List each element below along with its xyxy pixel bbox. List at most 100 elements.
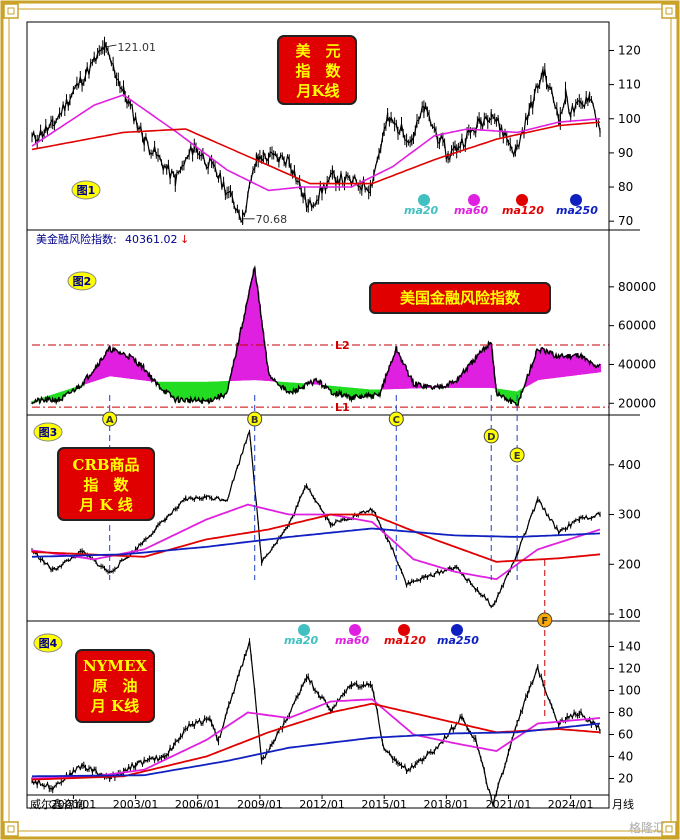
panel-title-2: 美国金融风险指数 [369, 282, 551, 314]
svg-text:指 数: 指 数 [83, 476, 129, 494]
ma20-legend-label: ma20 [284, 634, 319, 647]
y-tick-label: 20000 [618, 396, 656, 410]
oil-price-line [31, 640, 601, 806]
corner-ornament-inner [7, 825, 15, 833]
y-tick-label: 100 [618, 684, 641, 698]
ma20-legend-dot [298, 624, 310, 636]
logo: 格隆汇 [629, 820, 665, 835]
svg-text:月 K线: 月 K线 [90, 697, 139, 715]
corner-ornament [3, 821, 19, 837]
y-tick-label: 120 [618, 44, 641, 58]
legend-panel-1: ma20 ma60 ma120 ma250 [404, 194, 598, 217]
x-axis: 2000/01 2003/01 2006/01 2009/01 2012/01 2015/… [27, 794, 609, 811]
y-tick-label: 120 [618, 662, 641, 676]
risk-index-value: 40361.02 [125, 233, 178, 246]
panel-title-4: NYMEX 原 油 月 K线 [75, 649, 155, 723]
y-tick-label: 60000 [618, 319, 656, 333]
event-marker-label: B [251, 415, 259, 426]
svg-text:指 数: 指 数 [295, 62, 341, 80]
event-marker-label: F [541, 616, 548, 627]
svg-text:美国金融风险指数: 美国金融风险指数 [400, 289, 521, 307]
y-tick-label: 200 [618, 557, 641, 571]
y-axes: 70 80 90 100 110 120 20000 40000 60000 80000 100 20… [608, 26, 656, 795]
y-tick-label: 90 [618, 146, 633, 160]
y-tick-label: 60 [618, 728, 633, 742]
event-marker-label: A [106, 415, 114, 426]
event-marker-label: C [393, 415, 400, 426]
svg-text:图2: 图2 [73, 275, 92, 288]
risk-index-arrow: ↓ [180, 233, 189, 246]
crb-price-line [31, 431, 601, 608]
svg-text:格隆汇: 格隆汇 [629, 820, 665, 835]
x-tick-label: 2012/01 [299, 798, 345, 811]
ma20-legend-dot [418, 194, 430, 206]
svg-text:图3: 图3 [39, 426, 58, 439]
annotation-leader [104, 44, 117, 48]
usd-ma60-line [31, 94, 601, 192]
event-marker [537, 612, 553, 628]
inner-border [8, 8, 672, 832]
y-tick-label: 80000 [618, 280, 656, 294]
legend-panel-4: ma20 ma60 ma120 ma250 [284, 624, 479, 647]
crb-ma120-line [31, 513, 601, 563]
crb-ma60-line [31, 503, 601, 581]
corner-ornaments [3, 3, 677, 837]
ma120-legend-label: ma120 [384, 634, 426, 647]
usd-price-line [31, 41, 601, 225]
ma60-legend-label: ma60 [335, 634, 370, 647]
y-tick-label: 70 [618, 214, 633, 228]
ma120-legend-dot [398, 624, 410, 636]
y-tick-label: 140 [618, 640, 641, 654]
svg-text:月K线: 月K线 [295, 82, 339, 100]
ma250-legend-dot [570, 194, 582, 206]
y-tick-label: 400 [618, 458, 641, 472]
svg-text:美 元: 美 元 [295, 42, 340, 60]
event-marker [247, 411, 263, 427]
y-tick-label: 40 [618, 750, 633, 764]
x-tick-label: 2009/01 [237, 798, 283, 811]
panel-title-3: CRB商品 指 数 月 K 线 [57, 447, 155, 521]
corner-ornament [661, 3, 677, 19]
watermark-text: 威尔鑫咨询 [30, 797, 85, 811]
reference-label-L1: L1 [335, 401, 350, 414]
y-tick-label: 100 [618, 112, 641, 126]
reference-label-L2: L2 [335, 339, 350, 352]
y-tick-label: 20 [618, 772, 633, 786]
x-tick-label: 2024/01 [548, 798, 594, 811]
oil-ma60-line [31, 698, 601, 780]
y-tick-label: 80 [618, 180, 633, 194]
ma250-legend-dot [451, 624, 463, 636]
x-tick-label: 2018/01 [423, 798, 469, 811]
event-marker [102, 411, 118, 427]
event-marker [509, 447, 525, 463]
panel-title-1: 美 元 指 数 月K线 [277, 35, 357, 105]
y-tick-label: 300 [618, 508, 641, 522]
x-tick-label: 2015/01 [361, 798, 407, 811]
svg-text:图4: 图4 [39, 637, 58, 650]
y-tick-label: 40000 [618, 358, 656, 372]
footer-unit: 月线 [612, 797, 634, 811]
x-tick-label: 2021/01 [486, 798, 532, 811]
ma20-legend-label: ma20 [404, 204, 439, 217]
ma250-legend-label: ma250 [437, 634, 479, 647]
y-tick-label: 110 [618, 78, 641, 92]
svg-text:原 油: 原 油 [92, 677, 137, 695]
y-tick-label: 100 [618, 607, 641, 621]
corner-ornament-inner [7, 7, 15, 15]
ma60-legend-dot [349, 624, 361, 636]
crb-ma250-line [31, 527, 601, 558]
y-tick-label: 80 [618, 706, 633, 720]
risk-index-line [31, 265, 601, 407]
ma250-legend-label: ma250 [556, 204, 598, 217]
svg-text:CRB商品: CRB商品 [72, 456, 139, 474]
x-tick-label: 2006/01 [175, 798, 221, 811]
risk-index-name: 美金融风险指数: [36, 232, 117, 246]
ma120-legend-label: ma120 [502, 204, 544, 217]
usd-ma120-line [31, 121, 601, 185]
ma60-legend-label: ma60 [454, 204, 489, 217]
event-marker [388, 411, 404, 427]
corner-ornament [3, 3, 19, 19]
event-marker-label: D [487, 432, 495, 443]
